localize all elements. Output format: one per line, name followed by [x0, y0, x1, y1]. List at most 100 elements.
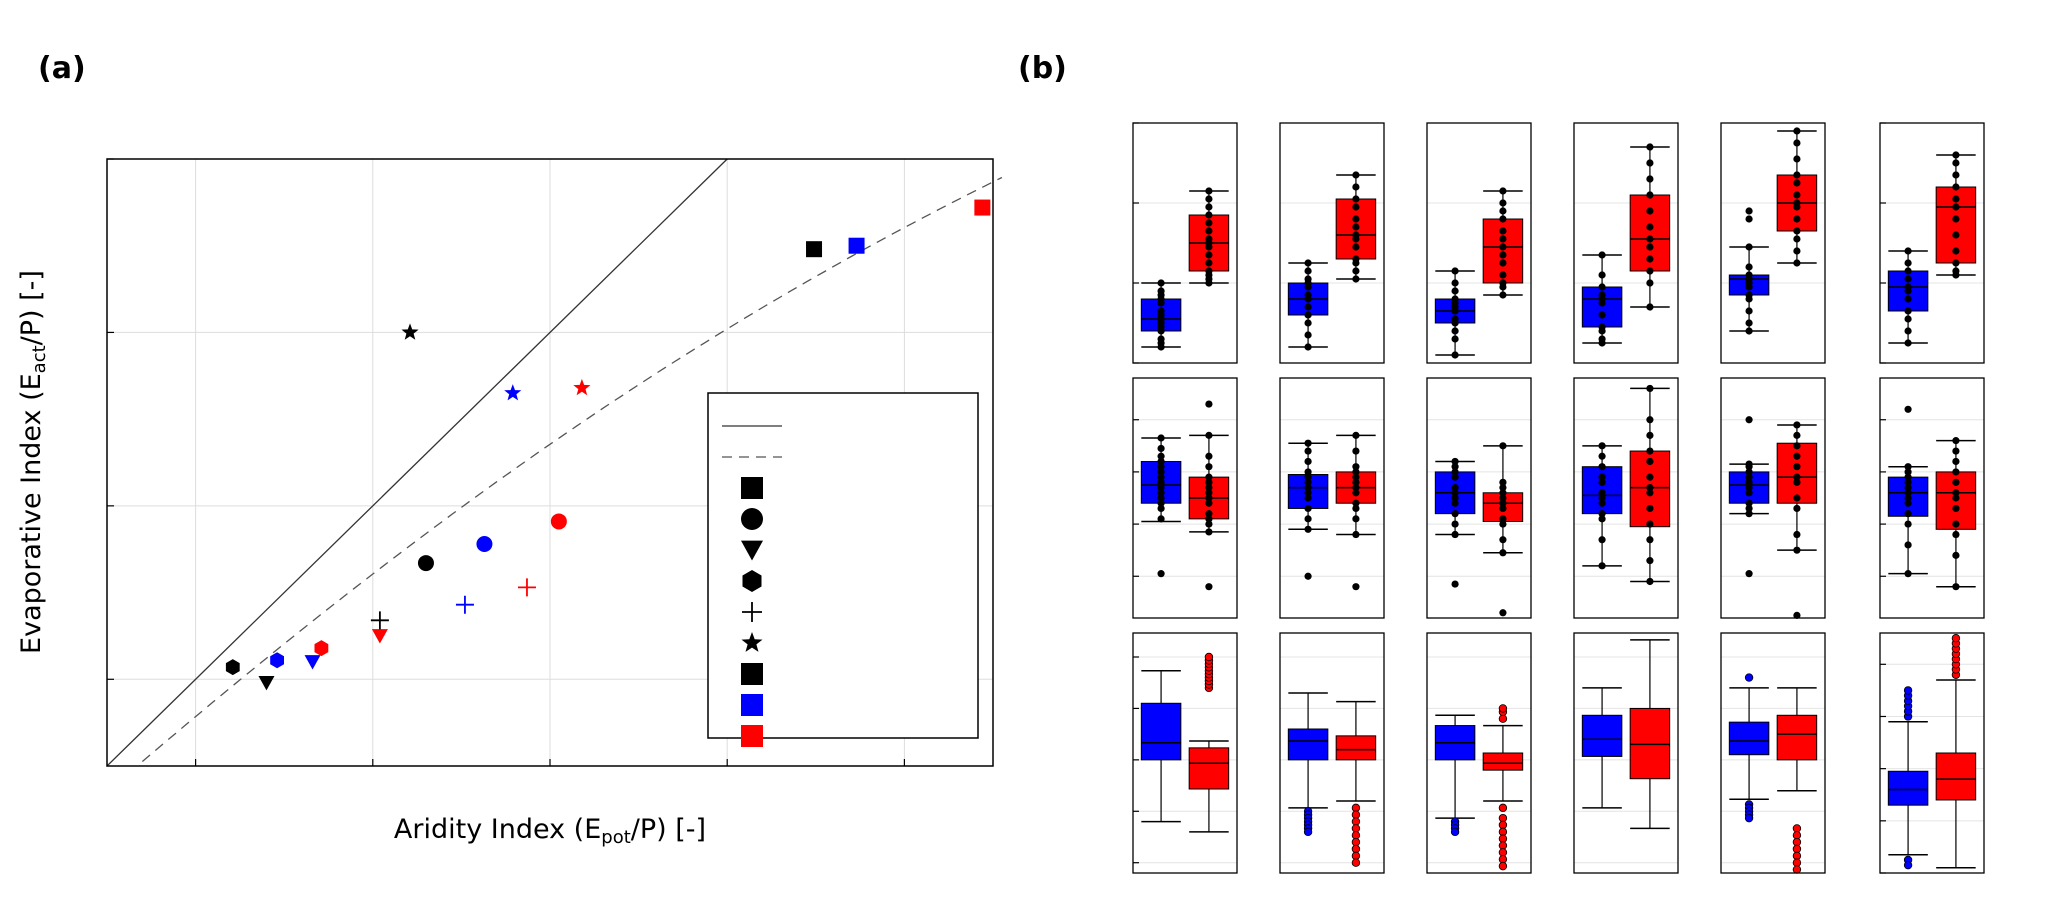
box-silbertal-rcp85-row-1-point	[1646, 536, 1654, 544]
box-paltental-rcp45-row-1-point	[1304, 468, 1312, 476]
box-feistritztal-rcp45-row-2	[1140, 702, 1182, 761]
box-defereggental-rcp85-row-1-point	[1793, 478, 1801, 486]
subplot-feistritztal-row-2	[1132, 632, 1238, 874]
box-feistritztal-rcp85-row-0-point	[1205, 211, 1213, 219]
box-pitztal-rcp85-row-0-point	[1952, 195, 1960, 203]
subplot-frame	[1573, 377, 1679, 619]
box-paltental-rcp45-row-0-point	[1304, 343, 1312, 351]
box-defereggental-rcp45-row-1-point	[1745, 499, 1753, 507]
box-silbertal-rcp85-row-1-point	[1646, 416, 1654, 424]
box-gailtal-rcp85-row-1-point	[1499, 609, 1507, 617]
box-silbertal-rcp85-row-1-point	[1646, 473, 1654, 481]
subplot-frame	[1132, 632, 1238, 874]
box-feistritztal-rcp45-row-0-point	[1157, 287, 1165, 295]
box-pitztal-rcp85-row-0-point	[1952, 159, 1960, 167]
box-defereggental-rcp85-row-0-point	[1793, 227, 1801, 235]
box-feistritztal-rcp45-row-1-point	[1157, 489, 1165, 497]
box-feistritztal-rcp85-row-1-point	[1205, 528, 1213, 536]
box-gailtal-rcp85-row-2-outlier	[1498, 803, 1508, 813]
box-silbertal-rcp45-row-1-point	[1598, 473, 1606, 481]
box-pitztal-rcp45-row-0-point	[1904, 259, 1912, 267]
box-paltental-rcp45-row-0-point	[1304, 267, 1312, 275]
box-defereggental-rcp85-row-0-point	[1793, 155, 1801, 163]
box-defereggental-rcp85-row-1-point	[1793, 431, 1801, 439]
box-feistritztal-rcp85-row-1-point	[1205, 510, 1213, 518]
box-defereggental-rcp85-row-1-point	[1793, 421, 1801, 429]
box-feistritztal-rcp85-row-1-point	[1205, 452, 1213, 460]
box-silbertal-rcp85-row-1-point	[1646, 384, 1654, 393]
box-paltental-rcp45-row-1-point	[1304, 525, 1312, 533]
box-paltental-rcp85-row-0-point	[1352, 255, 1360, 263]
box-paltental-rcp85-row-0-point	[1352, 215, 1360, 223]
box-pitztal-rcp45-row-0-point	[1904, 315, 1912, 323]
subplot-silbertal-row-1	[1573, 377, 1679, 619]
box-feistritztal-rcp85-row-1-point	[1205, 499, 1213, 507]
box-defereggental-rcp85-row-1-point	[1793, 473, 1801, 481]
subplot-frame	[1879, 632, 1985, 874]
panel-a-legend	[707, 392, 979, 747]
box-gailtal-rcp85-row-1-point	[1499, 515, 1507, 523]
box-paltental-rcp85-row-1-point	[1352, 463, 1360, 471]
box-defereggental-rcp85-row-0-point	[1793, 215, 1801, 223]
box-paltental-rcp45-row-1-point	[1304, 483, 1312, 492]
box-gailtal-rcp85-row-1-point	[1499, 478, 1507, 486]
box-pitztal-rcp45-row-2-outlier	[1903, 860, 1913, 870]
box-feistritztal-rcp45-row-1-point	[1157, 483, 1165, 492]
box-paltental-rcp85-row-1-point	[1352, 431, 1360, 439]
box-silbertal-rcp45-row-0-point	[1598, 283, 1606, 291]
box-gailtal-rcp45-row-0-point	[1451, 327, 1459, 335]
box-feistritztal-rcp85-row-1-point	[1205, 431, 1213, 439]
box-feistritztal-rcp85-row-2	[1188, 747, 1230, 790]
box-pitztal-rcp45-row-1-point	[1904, 483, 1912, 492]
point-paltental-past	[417, 555, 434, 572]
box-defereggental-rcp85-row-0-point	[1793, 235, 1801, 243]
box-gailtal-rcp85-row-1-point	[1499, 536, 1507, 544]
box-paltental-rcp45-row-1-point	[1304, 439, 1312, 447]
subplot-defereggental-row-2	[1720, 632, 1826, 874]
box-gailtal-rcp85-row-0-point	[1499, 291, 1507, 299]
box-defereggental-rcp45-row-1-point	[1745, 473, 1753, 481]
box-paltental-rcp45-row-1-point	[1304, 457, 1312, 466]
subplot-gailtal-row-0	[1426, 122, 1532, 364]
box-pitztal-rcp45-row-0-point	[1904, 295, 1912, 303]
box-feistritztal-rcp85-row-0-point	[1205, 267, 1213, 275]
box-gailtal-rcp85-row-1-point	[1499, 520, 1507, 528]
box-defereggental-rcp45-row-2-outlier	[1744, 813, 1754, 823]
box-gailtal-rcp85-row-0-point	[1499, 207, 1507, 215]
subplot-pitztal-row-0	[1879, 122, 1985, 364]
box-silbertal-rcp45-row-0-point	[1598, 291, 1606, 299]
box-gailtal-rcp45-row-1-point	[1451, 530, 1459, 539]
box-defereggental-rcp85-row-0-point	[1793, 127, 1801, 135]
box-feistritztal-rcp85-row-0-point	[1205, 227, 1213, 235]
box-silbertal-rcp45-row-1-point	[1598, 499, 1606, 507]
legend-rcp-4-5-swatch	[741, 694, 763, 716]
box-gailtal-rcp45-row-1-point	[1451, 473, 1459, 481]
box-feistritztal-rcp85-row-1-point	[1205, 583, 1213, 591]
box-pitztal-rcp85-row-0-point	[1952, 267, 1960, 275]
box-feistritztal-rcp45-row-1-point	[1157, 570, 1165, 578]
legend-defereggental-swatch	[742, 602, 762, 622]
legend-gailtal-swatch	[741, 540, 763, 561]
box-gailtal-rcp85-row-0-point	[1499, 227, 1507, 235]
box-gailtal-rcp85-row-0-point	[1499, 215, 1507, 223]
box-gailtal-rcp45-row-1-point	[1451, 468, 1459, 476]
box-paltental-rcp45-row-0-point	[1304, 319, 1312, 327]
box-pitztal-rcp45-row-0-point	[1904, 307, 1912, 315]
box-gailtal-rcp45-row-0-point	[1451, 335, 1459, 343]
box-pitztal-rcp45-row-0-point	[1904, 283, 1912, 291]
box-defereggental-rcp85-row-0-point	[1793, 259, 1801, 267]
subplot-frame	[1879, 122, 1985, 364]
point-silbertal-rcp-4-5	[270, 652, 284, 669]
subplot-defereggental-row-0	[1720, 122, 1826, 364]
box-paltental-rcp85-row-1-point	[1352, 530, 1360, 539]
box-pitztal-rcp85-row-1-point	[1952, 478, 1960, 486]
box-gailtal-rcp85-row-2-outlier	[1498, 704, 1508, 713]
box-pitztal-rcp85-row-1-point	[1952, 489, 1960, 497]
box-feistritztal-rcp85-row-1-point	[1205, 520, 1213, 528]
legend-paltental-swatch	[741, 508, 763, 530]
box-feistritztal-rcp45-row-1-point	[1157, 444, 1165, 453]
box-paltental-rcp85-row-0-point	[1352, 275, 1360, 283]
box-gailtal-rcp85-row-0-point	[1499, 279, 1507, 287]
box-feistritztal-rcp45-row-1-point	[1157, 473, 1165, 481]
box-defereggental-rcp45-row-0-point	[1745, 319, 1753, 327]
